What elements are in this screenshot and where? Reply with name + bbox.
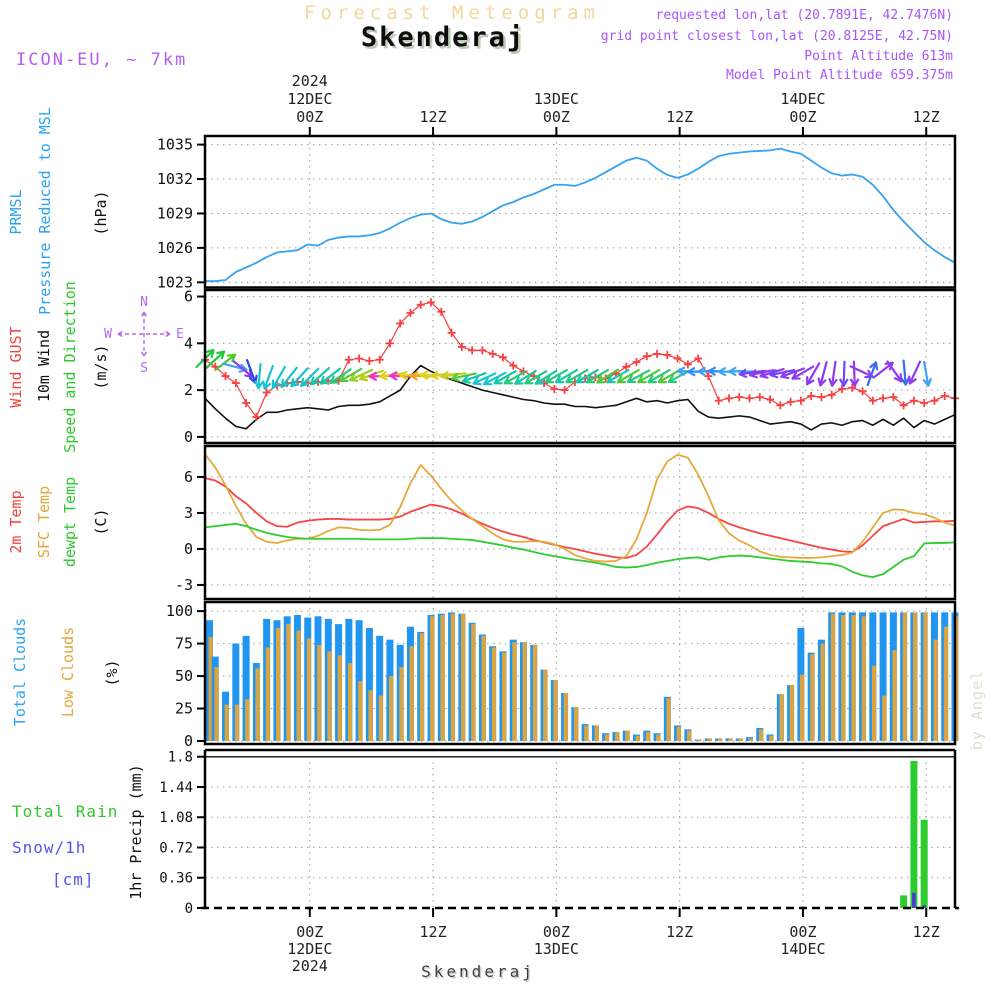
svg-text:1.44: 1.44 <box>159 780 193 796</box>
svg-text:75: 75 <box>175 635 193 653</box>
svg-text:12Z: 12Z <box>913 108 940 126</box>
svg-text:25: 25 <box>175 700 193 718</box>
requested-point-label: requested lon,lat (20.7891E, 42.7476N) <box>655 8 953 23</box>
svg-text:00Z: 00Z <box>543 923 570 941</box>
svg-text:00Z: 00Z <box>789 923 816 941</box>
svg-text:00Z: 00Z <box>543 108 570 126</box>
credit-label: by Angel <box>968 669 986 751</box>
cloud-total-label: Total Clouds <box>11 617 29 727</box>
svg-text:0: 0 <box>185 901 193 917</box>
svg-text:2024: 2024 <box>292 957 328 975</box>
footer-station-label: Skenderaj <box>421 962 535 981</box>
wind-unit-label: (m/s) <box>92 344 110 390</box>
svg-text:12DEC: 12DEC <box>287 940 332 958</box>
svg-text:14DEC: 14DEC <box>780 90 825 108</box>
svg-text:1.8: 1.8 <box>168 750 193 766</box>
svg-text:1.08: 1.08 <box>159 810 193 826</box>
svg-text:1023: 1023 <box>157 273 193 291</box>
svg-text:6: 6 <box>184 288 193 306</box>
precip-axis-label: 1hr Precip (mm) <box>127 764 145 900</box>
svg-text:50: 50 <box>175 667 193 685</box>
svg-text:6: 6 <box>184 468 193 486</box>
compass-rose: N S W E <box>104 295 184 376</box>
svg-text:0: 0 <box>184 540 193 558</box>
svg-text:1035: 1035 <box>157 136 193 154</box>
temp-2m-label: 2m Temp <box>7 490 25 554</box>
svg-text:00Z: 00Z <box>296 108 323 126</box>
svg-text:1032: 1032 <box>157 170 193 188</box>
svg-text:0.36: 0.36 <box>159 871 193 887</box>
svg-text:3: 3 <box>184 504 193 522</box>
grid-point-label: grid point closest lon,lat (20.8125E, 42… <box>600 29 953 44</box>
svg-text:0.72: 0.72 <box>159 840 193 856</box>
svg-text:1026: 1026 <box>157 239 193 257</box>
wind-10m-label: 10m Wind <box>35 329 53 403</box>
svg-text:2: 2 <box>184 381 193 399</box>
temp-dew-label: dewpt Temp <box>61 476 79 568</box>
precip-snow-label: Snow/1h <box>12 838 87 857</box>
pressure-short-label: PRMSL <box>7 189 25 235</box>
svg-text:0: 0 <box>184 732 193 750</box>
svg-text:N: N <box>140 295 148 310</box>
svg-text:13DEC: 13DEC <box>534 90 579 108</box>
svg-text:4: 4 <box>184 334 193 352</box>
svg-text:1029: 1029 <box>157 204 193 222</box>
svg-text:100: 100 <box>166 602 193 620</box>
model-label: ICON-EU, ~ 7km <box>16 50 188 70</box>
wind-gust-label: Wind GUST <box>7 326 25 408</box>
svg-text:W: W <box>104 327 112 342</box>
svg-text:0: 0 <box>184 428 193 446</box>
svg-text:S: S <box>140 361 148 376</box>
temp-unit-label: (C) <box>92 508 110 536</box>
model-altitude-label: Model Point Altitude 659.375m <box>726 68 953 83</box>
svg-text:12Z: 12Z <box>666 923 693 941</box>
pressure-long-label: Pressure Reduced to MSL <box>36 107 54 315</box>
cloud-unit-label: (%) <box>103 659 121 687</box>
temp-sfc-label: SFC Temp <box>35 485 53 559</box>
svg-text:12Z: 12Z <box>666 108 693 126</box>
station-title: Skenderaj <box>360 22 526 53</box>
precip-rain-label: Total Rain <box>12 802 119 821</box>
pressure-unit-label: (hPa) <box>92 190 110 236</box>
precip-snow-unit-label: [cm] <box>52 870 95 889</box>
svg-text:12DEC: 12DEC <box>287 90 332 108</box>
svg-text:14DEC: 14DEC <box>780 940 825 958</box>
svg-text:13DEC: 13DEC <box>534 940 579 958</box>
svg-text:00Z: 00Z <box>789 108 816 126</box>
svg-text:12Z: 12Z <box>420 923 447 941</box>
page-title: Forecast Meteogram <box>304 2 600 24</box>
cloud-low-label: Low Clouds <box>59 626 77 718</box>
wind-speed-dir-label: Speed and Direction <box>61 281 79 453</box>
svg-text:-3: -3 <box>175 576 193 594</box>
svg-text:E: E <box>176 327 184 342</box>
svg-text:12Z: 12Z <box>420 108 447 126</box>
svg-text:12Z: 12Z <box>913 923 940 941</box>
point-altitude-label: Point Altitude 613m <box>804 49 953 64</box>
svg-text:00Z: 00Z <box>296 923 323 941</box>
svg-text:2024: 2024 <box>292 72 328 90</box>
